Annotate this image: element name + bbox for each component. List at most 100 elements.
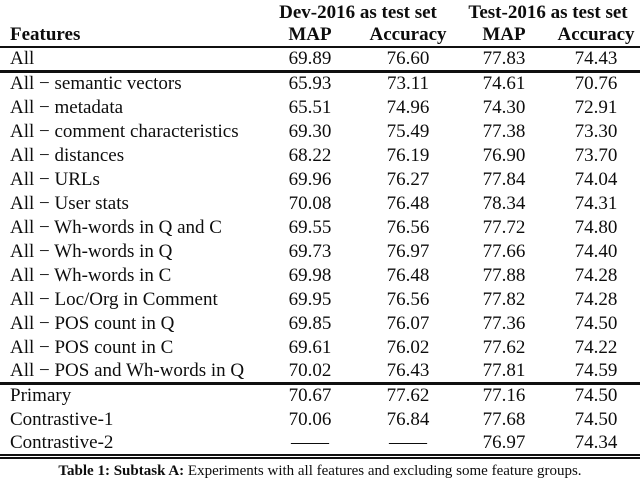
feature-cell: All − semantic vectors bbox=[10, 73, 182, 95]
value-cell: 73.30 bbox=[574, 120, 618, 142]
group-header-spacer bbox=[0, 0, 260, 24]
value-cell: 72.91 bbox=[574, 96, 618, 118]
value-cell: 76.43 bbox=[360, 359, 457, 385]
value-cell: 69.96 bbox=[288, 168, 332, 190]
value-cell: 74.30 bbox=[482, 96, 526, 118]
table-row: All − semantic vectors 65.93 73.11 74.61 70.… bbox=[0, 72, 640, 96]
value-cell: 77.83 bbox=[456, 47, 553, 73]
column-header-dev-accuracy: Accuracy bbox=[360, 24, 457, 48]
value-cell: 76.97 bbox=[456, 431, 553, 459]
value-cell: 70.67 bbox=[288, 385, 332, 407]
column-header-dev-map: MAP bbox=[260, 24, 360, 48]
value-cell: 77.82 bbox=[482, 288, 526, 310]
feature-cell: Contrastive-2 bbox=[0, 431, 260, 459]
caption-label: Table 1: Subtask A: bbox=[58, 462, 185, 479]
feature-cell: Primary bbox=[10, 385, 72, 407]
value-cell: 74.22 bbox=[574, 336, 618, 358]
value-cell: 65.51 bbox=[288, 96, 332, 118]
value-cell: 77.62 bbox=[482, 336, 526, 358]
table-row: All − Wh-words in Q 69.73 76.97 77.66 74.40 bbox=[0, 240, 640, 264]
caption-text: Experiments with all features and exclud… bbox=[184, 462, 582, 479]
value-cell: 68.22 bbox=[288, 144, 332, 166]
results-table: Dev-2016 as test set Test-2016 as test s… bbox=[0, 0, 640, 459]
value-cell: 70.06 bbox=[288, 408, 332, 430]
value-cell: 76.56 bbox=[386, 288, 430, 310]
value-cell: 74.96 bbox=[386, 96, 430, 118]
table-caption: Table 1: Subtask A: Experiments with all… bbox=[0, 462, 640, 481]
value-cell: 74.61 bbox=[482, 73, 526, 95]
value-cell: 75.49 bbox=[386, 120, 430, 142]
feature-cell: All − distances bbox=[10, 144, 125, 166]
column-header-test-accuracy: Accuracy bbox=[552, 24, 640, 48]
value-cell: 73.70 bbox=[574, 144, 618, 166]
column-header-test-map: MAP bbox=[456, 24, 553, 48]
table-row: All 69.89 76.60 77.83 74.43 bbox=[0, 47, 640, 73]
value-cell: 77.62 bbox=[386, 385, 430, 407]
value-cell: 76.90 bbox=[482, 144, 526, 166]
feature-cell: All − Wh-words in Q and C bbox=[10, 216, 222, 238]
value-cell: 77.36 bbox=[482, 312, 526, 334]
value-cell: 74.50 bbox=[574, 385, 618, 407]
table-row: All − metadata 65.51 74.96 74.30 72.91 bbox=[0, 96, 640, 120]
column-header-row: Features MAP Accuracy MAP Accuracy bbox=[0, 24, 640, 48]
value-cell: 74.34 bbox=[552, 431, 640, 459]
value-cell: 74.59 bbox=[552, 359, 640, 385]
value-cell: 77.72 bbox=[482, 216, 526, 238]
value-cell: 77.38 bbox=[482, 120, 526, 142]
value-cell: 76.02 bbox=[386, 336, 430, 358]
value-cell: 70.02 bbox=[260, 359, 360, 385]
table-row: Contrastive-2 —— —— 76.97 74.34 bbox=[0, 431, 640, 459]
feature-cell: Contrastive-1 bbox=[10, 408, 114, 430]
value-cell: 74.28 bbox=[574, 288, 618, 310]
value-cell: —— bbox=[360, 431, 457, 459]
value-cell: 76.56 bbox=[386, 216, 430, 238]
feature-cell: All − POS and Wh-words in Q bbox=[0, 359, 260, 385]
table-row: All − User stats 70.08 76.48 78.34 74.31 bbox=[0, 192, 640, 216]
feature-cell: All bbox=[0, 47, 260, 73]
value-cell: 77.81 bbox=[456, 359, 553, 385]
table-row: All − Wh-words in Q and C 69.55 76.56 77.72… bbox=[0, 216, 640, 240]
value-cell: 77.68 bbox=[482, 408, 526, 430]
value-cell: 69.89 bbox=[260, 47, 360, 73]
value-cell: 69.98 bbox=[288, 264, 332, 286]
value-cell: 65.93 bbox=[288, 73, 332, 95]
feature-cell: All − URLs bbox=[10, 168, 100, 190]
value-cell: 74.50 bbox=[574, 312, 618, 334]
value-cell: 74.40 bbox=[574, 240, 618, 262]
value-cell: 76.60 bbox=[360, 47, 457, 73]
feature-cell: All − Loc/Org in Comment bbox=[10, 288, 218, 310]
value-cell: 69.61 bbox=[288, 336, 332, 358]
value-cell: 69.30 bbox=[288, 120, 332, 142]
value-cell: 77.16 bbox=[482, 385, 526, 407]
table-row: All − Wh-words in C 69.98 76.48 77.88 74.28 bbox=[0, 264, 640, 288]
value-cell: 78.34 bbox=[482, 192, 526, 214]
value-cell: 74.28 bbox=[574, 264, 618, 286]
value-cell: 76.84 bbox=[386, 408, 430, 430]
table-row: All − comment characteristics 69.30 75.49 7… bbox=[0, 120, 640, 144]
feature-cell: All − metadata bbox=[10, 96, 124, 118]
group-header-row: Dev-2016 as test set Test-2016 as test s… bbox=[0, 0, 640, 24]
value-cell: 74.50 bbox=[574, 408, 618, 430]
value-cell: 77.84 bbox=[482, 168, 526, 190]
value-cell: 69.55 bbox=[288, 216, 332, 238]
value-cell: 77.66 bbox=[482, 240, 526, 262]
value-cell: 74.43 bbox=[552, 47, 640, 73]
table-row: All − POS count in C 69.61 76.02 77.62 74.22 bbox=[0, 336, 640, 360]
value-cell: 69.85 bbox=[288, 312, 332, 334]
value-cell: 76.07 bbox=[386, 312, 430, 334]
table-row: All − Loc/Org in Comment 69.95 76.56 77.82 7… bbox=[0, 288, 640, 312]
table-row: Primary 70.67 77.62 77.16 74.50 bbox=[0, 384, 640, 408]
feature-cell: All − User stats bbox=[10, 192, 129, 214]
value-cell: 69.95 bbox=[288, 288, 332, 310]
value-cell: 74.80 bbox=[574, 216, 618, 238]
feature-cell: All − Wh-words in C bbox=[10, 264, 172, 286]
group-header-test-2016: Test-2016 as test set bbox=[468, 2, 628, 23]
value-cell: 76.97 bbox=[386, 240, 430, 262]
table-row: All − POS count in Q 69.85 76.07 77.36 74.50 bbox=[0, 312, 640, 336]
value-cell: 70.76 bbox=[574, 73, 618, 95]
value-cell: 77.88 bbox=[482, 264, 526, 286]
group-header-dev-2016: Dev-2016 as test set bbox=[279, 2, 437, 23]
feature-cell: All − POS count in Q bbox=[10, 312, 175, 334]
table-row: All − distances 68.22 76.19 76.90 73.70 bbox=[0, 144, 640, 168]
